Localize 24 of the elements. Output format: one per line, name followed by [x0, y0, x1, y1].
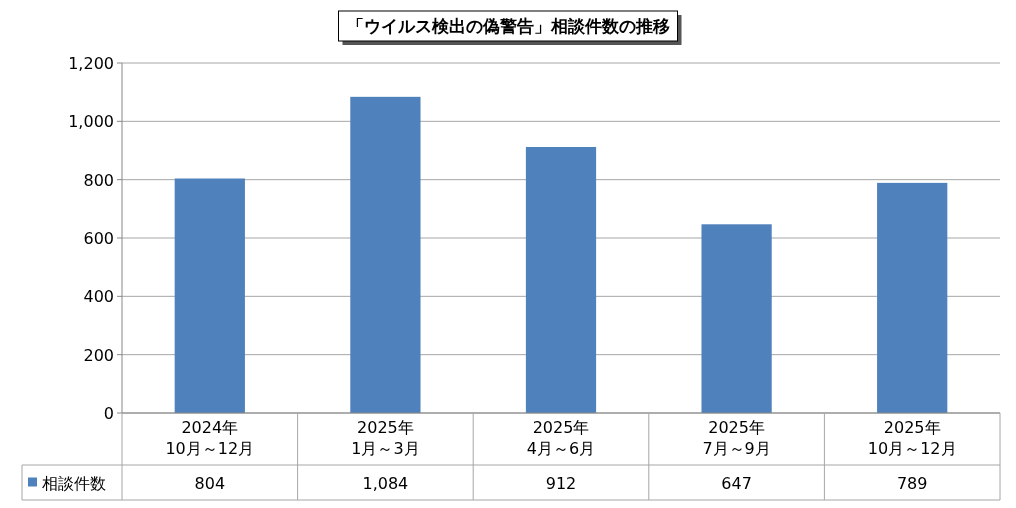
x-tick-label: 2025年 4月～6月 — [526, 418, 596, 458]
data-label: 912 — [545, 473, 577, 493]
y-tick-label: 800 — [83, 170, 114, 190]
legend-label: 相談件数 — [42, 473, 106, 493]
y-tick-label: 1,200 — [68, 54, 114, 73]
y-tick-label: 0 — [103, 404, 114, 423]
bar — [525, 147, 597, 413]
bar — [350, 96, 421, 413]
data-label: 1,084 — [362, 473, 409, 493]
y-tick-label: 1,000 — [68, 112, 114, 132]
bar — [174, 178, 245, 413]
data-label: 789 — [896, 473, 928, 493]
y-tick-label: 600 — [83, 229, 114, 248]
x-tick-label: 2025年 10月～12月 — [867, 418, 957, 458]
bar — [877, 182, 948, 413]
data-label: 804 — [194, 473, 226, 493]
y-tick-label: 200 — [83, 345, 114, 365]
data-label: 647 — [721, 473, 752, 493]
bar — [701, 224, 772, 413]
x-tick-label: 2024年 10月～12月 — [165, 418, 255, 458]
y-tick-label: 400 — [83, 287, 114, 307]
x-tick-label: 2025年 1月～3月 — [351, 418, 420, 458]
chart-title: 「ウイルス検出の偽警告」相談件数の推移 — [346, 16, 670, 36]
x-tick-label: 2025年 7月～9月 — [702, 418, 771, 458]
